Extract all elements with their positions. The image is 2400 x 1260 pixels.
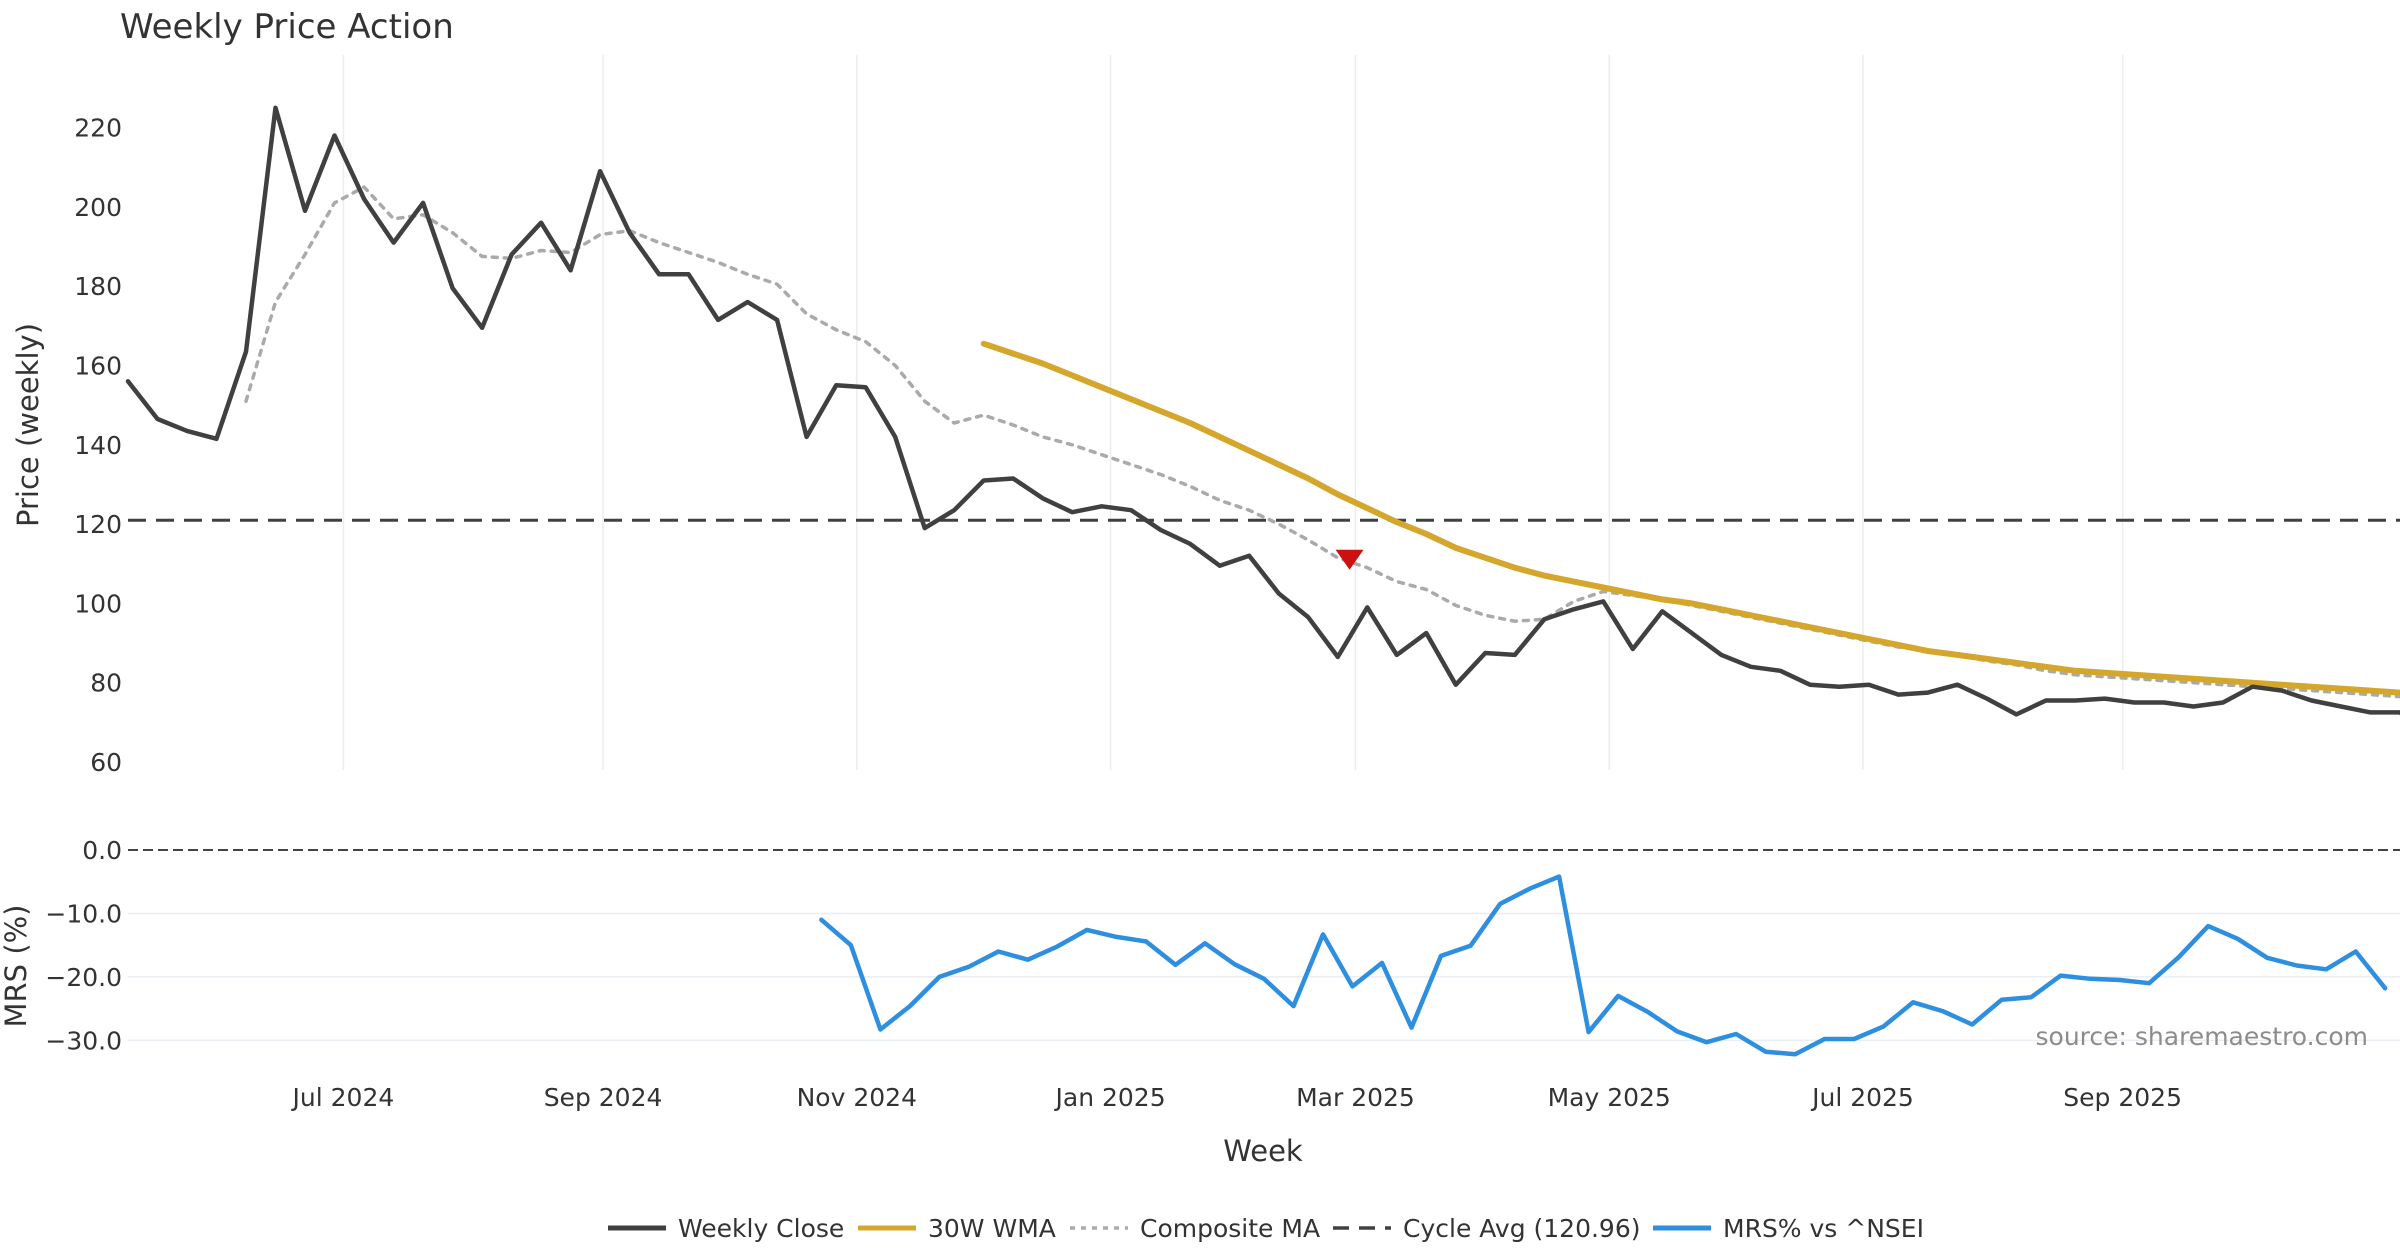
price-y-tick-label: 200 [74,193,122,222]
price-y-tick-label: 120 [74,510,122,539]
price-y-tick-label: 180 [74,272,122,301]
price-y-axis-title: Price (weekly) [11,323,45,527]
chart-title: Weekly Price Action [120,7,454,47]
mrs-y-ticks: 0.0 −10.0 −20.0 −30.0 [45,836,122,1055]
signal-marker [1335,549,1364,570]
x-tick-label: Sep 2024 [544,1083,663,1112]
price-y-tick-label: 100 [74,589,122,618]
legend-entry: Weekly Close [608,1214,844,1243]
x-tick-label: Sep 2025 [2063,1083,2182,1112]
x-tick-label: Mar 2025 [1296,1083,1415,1112]
price-grid [342,55,2124,770]
legend-entry: Cycle Avg (120.96) [1333,1214,1641,1243]
legend-entry: MRS% vs ^NSEI [1653,1214,1924,1243]
legend-label: Composite MA [1140,1214,1320,1243]
legend-label: 30W WMA [928,1214,1056,1243]
wma-30w-line [980,340,2400,696]
price-y-tick-label: 220 [74,114,122,143]
composite-ma-line [244,185,2400,699]
price-series-group [125,105,2400,717]
x-tick-label: Jan 2025 [1054,1083,1166,1112]
price-y-tick-label: 60 [90,748,122,777]
price-y-tick-label: 160 [74,351,122,380]
x-axis-ticks: Jul 2024 Sep 2024 Nov 2024 Jan 2025 Mar 2025… [291,1083,2182,1112]
price-y-tick-label: 140 [74,431,122,460]
x-axis-title: Week [1223,1134,1303,1168]
legend-entry: 30W WMA [858,1214,1056,1243]
x-tick-label: Nov 2024 [797,1083,917,1112]
mrs-y-tick-label: −10.0 [45,899,122,928]
mrs-y-tick-label: −30.0 [45,1026,122,1055]
mrs-y-tick-label: −20.0 [45,963,122,992]
legend-label: Weekly Close [678,1214,844,1243]
mrs-grid [128,849,2400,1042]
legend-entry: Composite MA [1070,1214,1320,1243]
mrs-y-tick-label: 0.0 [82,836,122,865]
price-y-tick-label: 80 [90,669,122,698]
mrs-series-group [819,874,2388,1057]
x-tick-label: Jul 2025 [1810,1083,1914,1112]
weekly-close-line [125,105,2400,717]
x-tick-label: Jul 2024 [291,1083,395,1112]
mrs-line [819,874,2388,1057]
legend-label: Cycle Avg (120.96) [1403,1214,1641,1243]
source-annotation: source: sharemaestro.com [2036,1022,2369,1051]
chart-legend: Weekly Close 30W WMA Composite MA Cycle Avg… [608,1214,1924,1243]
legend-label: MRS% vs ^NSEI [1723,1214,1924,1243]
x-tick-label: May 2025 [1548,1083,1671,1112]
mrs-y-axis-title: MRS (%) [0,905,33,1028]
price-y-ticks: 60 80 100 120 140 160 180 200 220 [74,114,122,777]
